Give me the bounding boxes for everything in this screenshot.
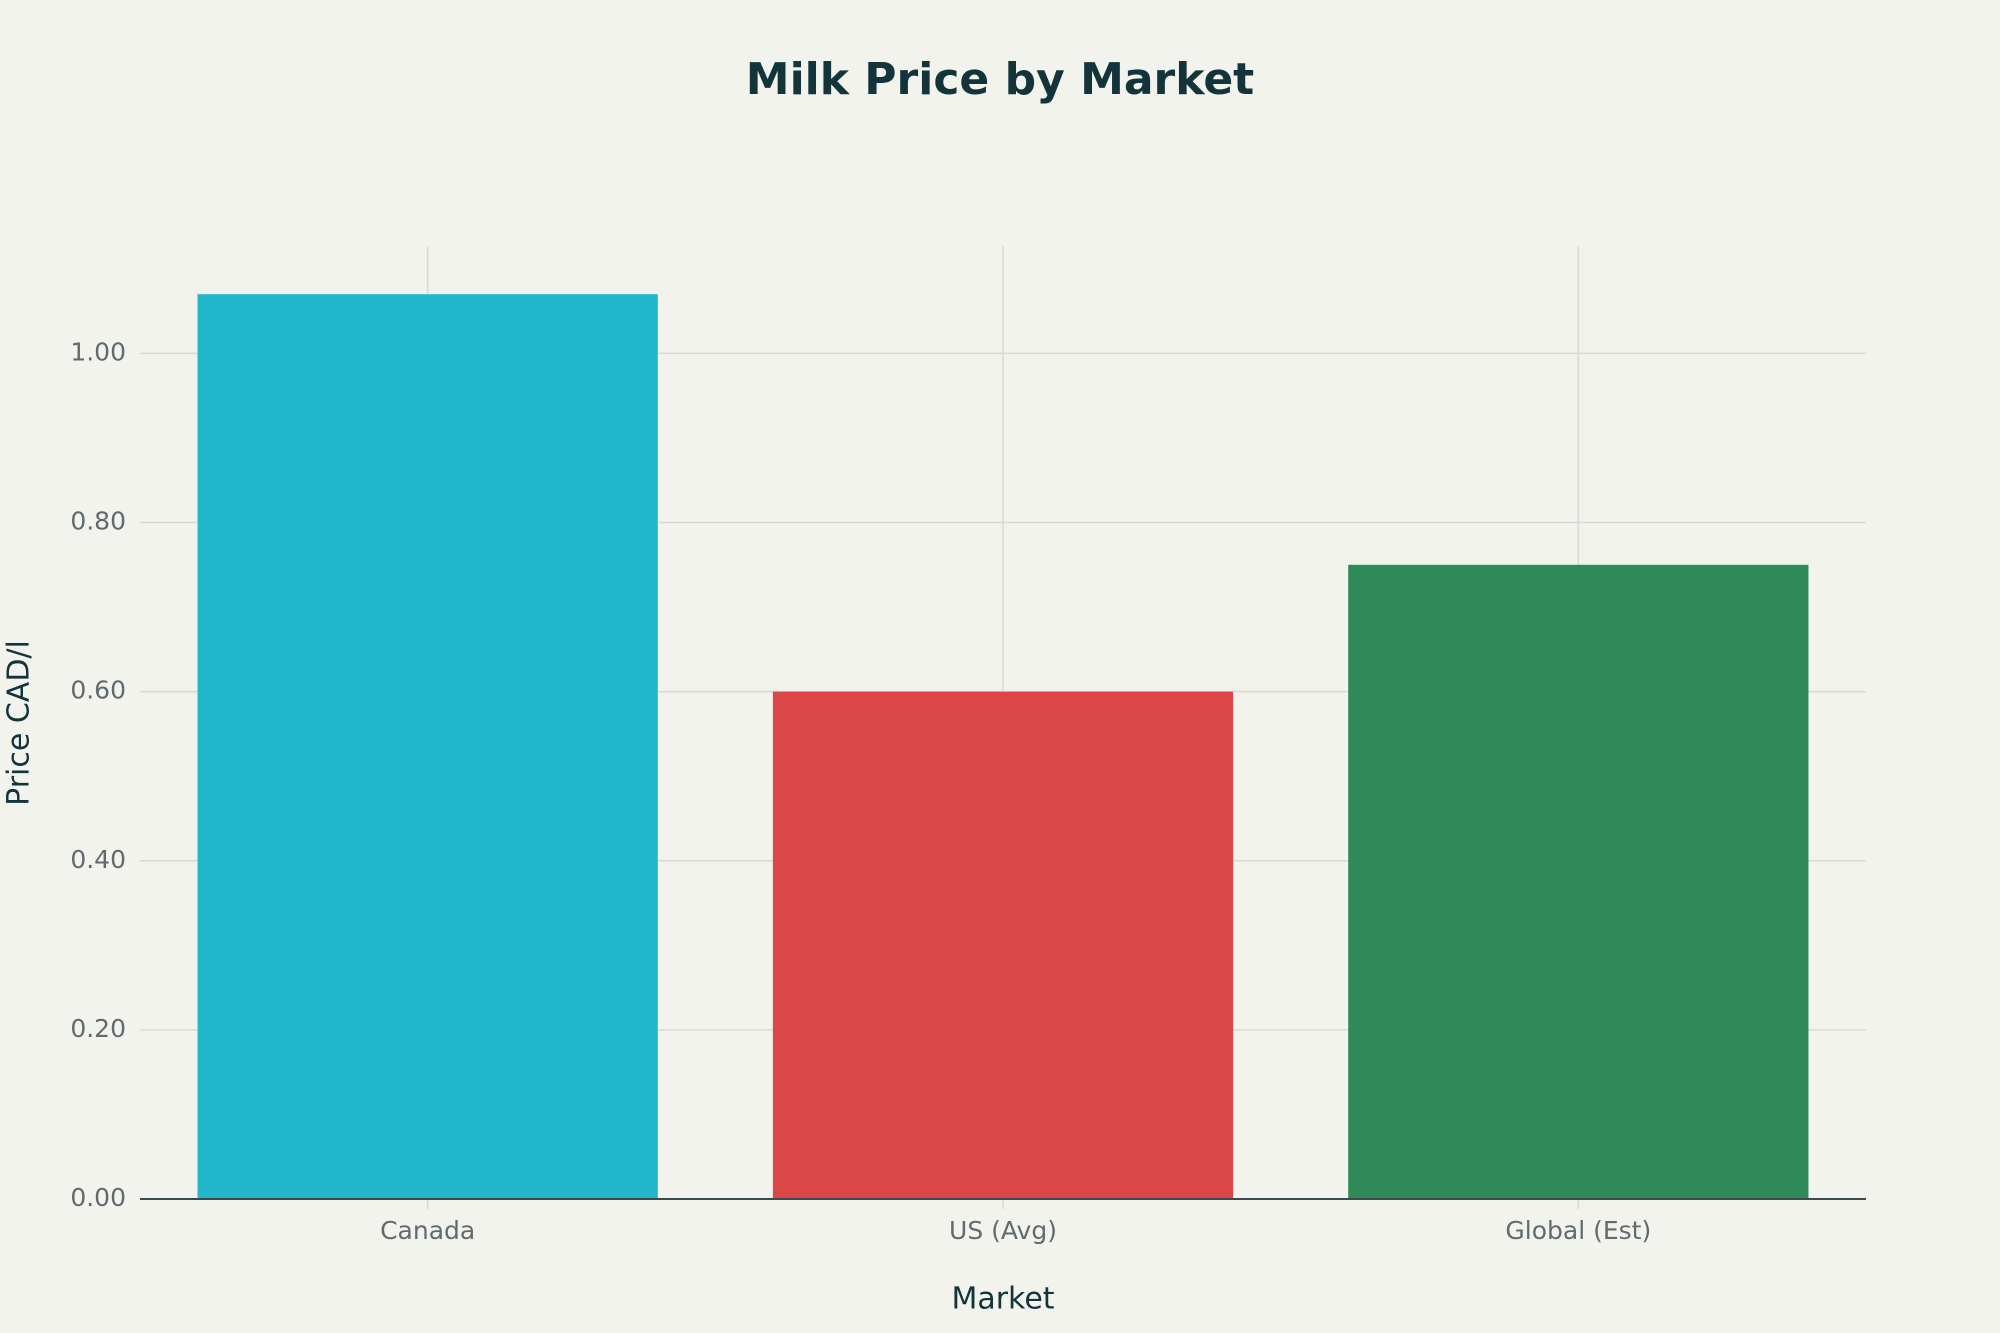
chart-title: Milk Price by Market <box>746 54 1254 105</box>
x-tick-label: Canada <box>380 1216 475 1245</box>
x-axis-title: Market <box>951 1282 1054 1317</box>
bar <box>197 294 658 1199</box>
y-tick-label: 0.20 <box>70 1014 126 1043</box>
y-tick-label: 0.00 <box>70 1183 126 1212</box>
x-tick-label: US (Avg) <box>949 1216 1057 1245</box>
x-tick-label: Global (Est) <box>1505 1216 1651 1245</box>
y-axis-title: Price CAD/l <box>2 640 37 806</box>
y-tick-label: 0.40 <box>70 845 126 874</box>
bar <box>1348 564 1809 1199</box>
y-tick-label: 1.00 <box>70 337 126 366</box>
bar <box>772 691 1234 1199</box>
y-tick-label: 0.60 <box>70 676 126 705</box>
y-tick-label: 0.80 <box>70 507 126 536</box>
